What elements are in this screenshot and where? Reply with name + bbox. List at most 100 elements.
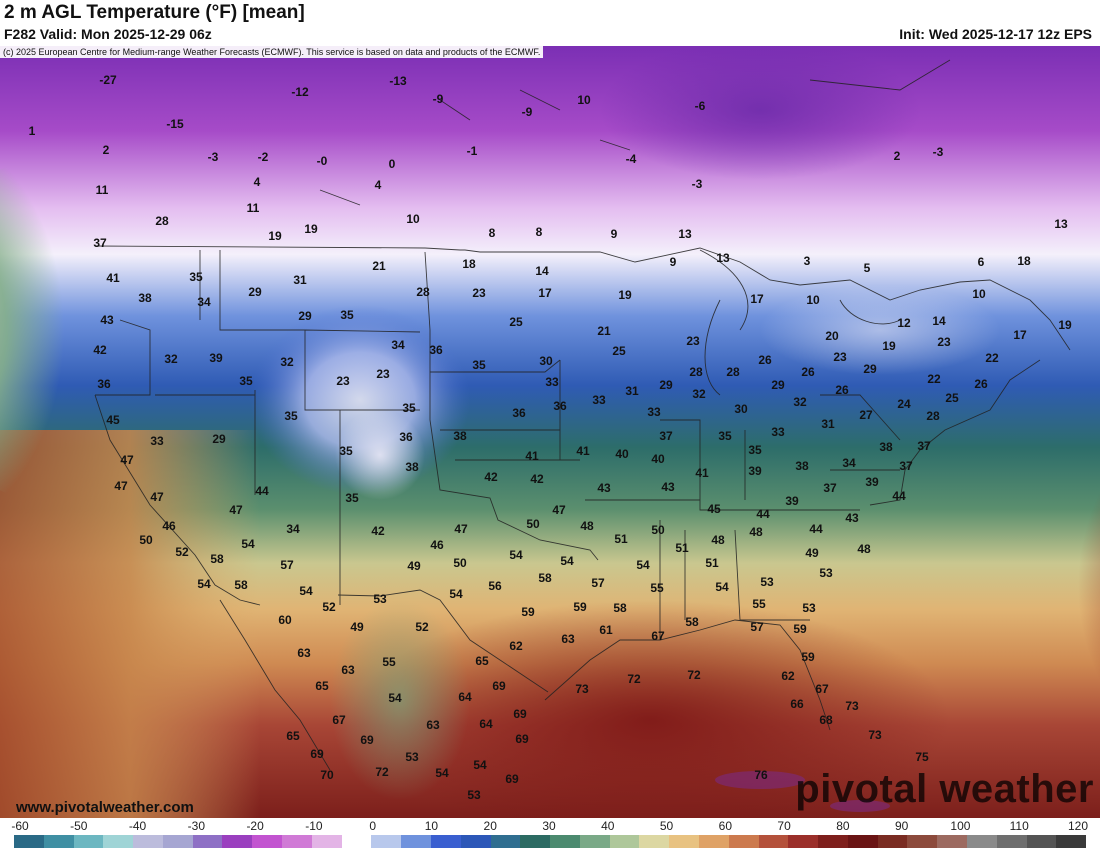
temperature-value: 39	[865, 475, 879, 489]
temperature-value: 54	[636, 558, 650, 572]
temperature-value: 33	[592, 393, 606, 407]
temperature-value: 39	[748, 464, 762, 478]
temperature-value: 41	[525, 449, 539, 463]
temperature-value: 35	[402, 401, 416, 415]
temperature-value: 48	[580, 519, 594, 533]
temperature-value: 14	[932, 314, 946, 328]
temperature-value: 35	[339, 444, 353, 458]
temperature-value: 19	[618, 288, 632, 302]
color-scale-swatch	[401, 835, 431, 848]
temperature-value: 55	[752, 597, 766, 611]
temperature-value: 43	[100, 313, 114, 327]
temperature-value: 19	[1058, 318, 1072, 332]
color-scale-swatch	[282, 835, 312, 848]
temperature-value: 44	[756, 507, 770, 521]
temperature-field	[0, 46, 1100, 818]
temperature-value: 31	[293, 273, 307, 287]
temperature-value: -27	[99, 73, 117, 87]
color-scale-swatch	[222, 835, 253, 848]
temperature-value: 63	[341, 663, 355, 677]
color-scale-swatch	[877, 835, 908, 848]
temperature-value: 18	[1017, 254, 1031, 268]
color-scale-tick: 20	[483, 819, 497, 833]
temperature-value: 53	[467, 788, 481, 802]
temperature-value: 47	[454, 522, 468, 536]
temperature-value: 54	[449, 587, 463, 601]
color-scale-tick: 10	[424, 819, 439, 833]
color-scale-bar	[14, 835, 1087, 848]
temperature-value: 38	[795, 459, 809, 473]
temperature-value: 13	[678, 227, 692, 241]
temperature-value: 48	[857, 542, 871, 556]
temperature-value: 33	[771, 425, 785, 439]
temperature-value: 58	[538, 571, 552, 585]
color-scale-tick: 80	[836, 819, 850, 833]
temperature-value: 54	[715, 580, 729, 594]
temperature-value: 24	[897, 397, 911, 411]
color-scale-swatch	[14, 835, 44, 848]
temperature-value: 36	[429, 343, 443, 357]
temperature-value: 32	[692, 387, 706, 401]
temperature-value: 2	[893, 149, 901, 163]
temperature-value: 19	[304, 222, 318, 236]
temperature-value: 33	[150, 434, 164, 448]
color-scale-swatch	[669, 835, 699, 848]
temperature-value: 64	[479, 717, 493, 731]
color-scale-swatch	[73, 835, 104, 848]
temperature-value: 42	[530, 472, 544, 486]
temperature-value: 59	[793, 622, 807, 636]
color-scale-swatch	[192, 835, 223, 848]
color-scale-swatch	[788, 835, 819, 848]
temperature-value: 58	[685, 615, 699, 629]
temperature-value: 28	[926, 409, 940, 423]
temperature-value: 29	[863, 362, 877, 376]
temperature-value: -4	[625, 152, 637, 166]
temperature-value: 47	[120, 453, 134, 467]
temperature-value: 41	[695, 466, 709, 480]
color-scale-swatch	[967, 835, 997, 848]
temperature-value: 33	[647, 405, 661, 419]
temperature-value: 3	[803, 254, 811, 268]
temperature-value: 35	[284, 409, 298, 423]
color-scale-swatch	[1056, 835, 1087, 848]
temperature-value: 35	[748, 443, 762, 457]
temperature-value: 57	[591, 576, 605, 590]
valid-time: F282 Valid: Mon 2025-12-29 06z	[4, 26, 212, 42]
temperature-value: 1	[28, 124, 36, 138]
temperature-value: 13	[716, 251, 730, 265]
site-url[interactable]: www.pivotalweather.com	[16, 799, 194, 816]
color-scale-swatch	[133, 835, 163, 848]
temperature-value: 51	[675, 541, 689, 555]
temperature-value: 73	[868, 728, 882, 742]
temperature-value: 54	[509, 548, 523, 562]
temperature-value: 49	[805, 546, 819, 560]
temperature-map[interactable]: (c) 2025 European Centre for Medium-rang…	[0, 46, 1100, 818]
temperature-value: 36	[553, 399, 567, 413]
temperature-value: 60	[278, 613, 292, 627]
temperature-value: 30	[734, 402, 748, 416]
temperature-value: 0	[388, 157, 396, 171]
color-scale-swatch	[43, 835, 74, 848]
color-scale-tick: 60	[718, 819, 733, 833]
color-scale-tick: -40	[128, 819, 147, 833]
temperature-value: 29	[212, 432, 226, 446]
temperature-value: 31	[625, 384, 639, 398]
color-scale-tick: -30	[187, 819, 205, 833]
temperature-value: 17	[538, 286, 552, 300]
temperature-value: 69	[513, 707, 527, 721]
temperature-value: 19	[268, 229, 282, 243]
temperature-value: 32	[164, 352, 178, 366]
color-scale-swatch	[430, 835, 461, 848]
temperature-value: 54	[299, 584, 313, 598]
temperature-value: 59	[521, 605, 535, 619]
color-scale-tick: -10	[305, 819, 323, 833]
temperature-value: 22	[927, 372, 941, 386]
temperature-value: 38	[879, 440, 893, 454]
temperature-value: 75	[915, 750, 929, 764]
temperature-value: 25	[612, 344, 626, 358]
temperature-value: 8	[535, 225, 543, 239]
temperature-value: 10	[806, 293, 820, 307]
temperature-value: 22	[985, 351, 999, 365]
color-scale-tick: 110	[1009, 819, 1029, 833]
temperature-value: -3	[207, 150, 219, 164]
